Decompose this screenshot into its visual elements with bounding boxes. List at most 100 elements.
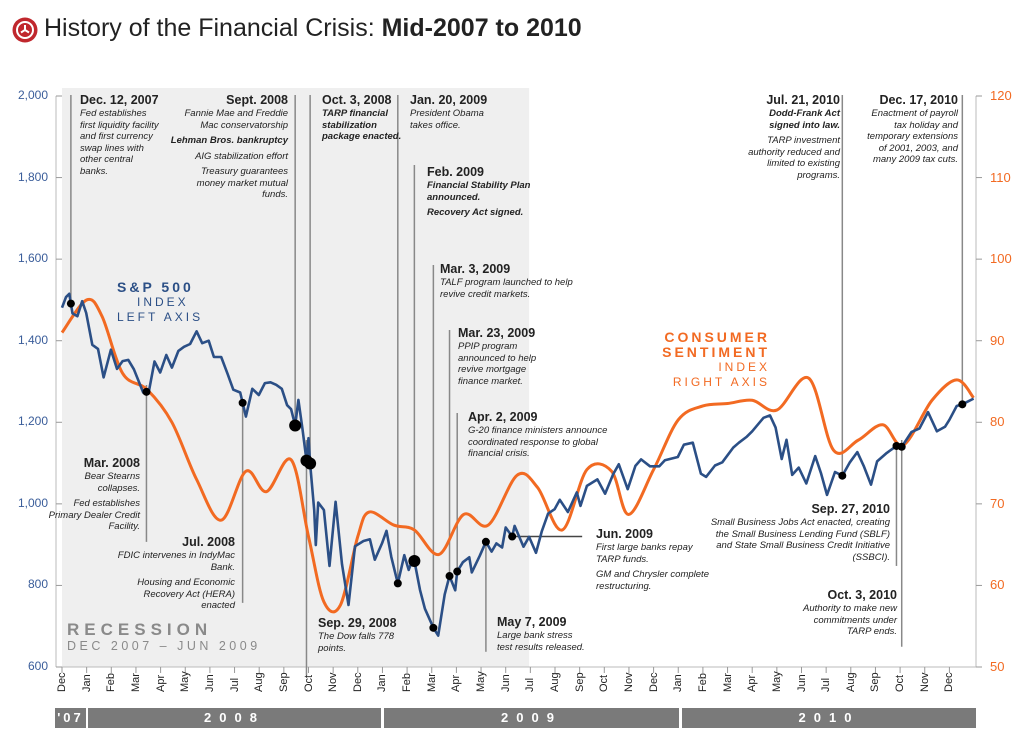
event-description: TARP investment authority reduced and li… [748, 135, 840, 181]
event-annotation: Jun. 2009 First large banks repay TARP fu… [596, 527, 716, 596]
recession-label: RECESSION DEC 2007 – JUN 2009 [67, 620, 261, 654]
event-annotation: Sep. 29, 2008 The Dow falls 778 points. [318, 616, 408, 658]
event-date: Jun. 2009 [596, 527, 653, 541]
event-marker [66, 299, 75, 308]
month-label: Jan [672, 674, 685, 692]
month-label: Mar [721, 673, 734, 692]
left-tick-label: 1,800 [17, 169, 48, 184]
page-title: History of the Financial Crisis: Mid-200… [44, 14, 582, 43]
month-label: Oct [598, 674, 611, 692]
year-label: '07 [55, 708, 86, 728]
left-tick-label: 1,000 [17, 495, 48, 510]
event-description: Fed establishes Primary Dealer Credit Fa… [48, 498, 140, 532]
month-label: Mar [425, 673, 438, 692]
left-tick-label: 1,600 [17, 251, 48, 266]
event-annotation: Sep. 27, 2010 Small Business Jobs Act ena… [700, 502, 890, 567]
month-label: Apr [450, 674, 463, 692]
event-description: Bear Stearns collapses. [84, 471, 140, 494]
event-annotation: Dec. 17, 2010 Enactment of payroll tax ho… [860, 93, 958, 170]
event-annotation: Dec. 12, 2007 Fed establishes first liqui… [80, 93, 160, 181]
month-label: Jan [376, 674, 389, 692]
event-annotation: Jul. 2008 FDIC intervenes in IndyMac Bank… [110, 535, 235, 616]
month-label: Jun [203, 674, 216, 692]
right-tick-label: 90 [990, 332, 1005, 348]
event-description: Large bank stress test results released. [497, 630, 585, 653]
sentiment-name-2: SENTIMENT [662, 344, 770, 360]
month-label: Jun [499, 674, 512, 692]
month-label: Feb [401, 673, 414, 692]
event-annotation: Sept. 2008 Fannie Mae and Freddie Mac con… [170, 93, 288, 205]
event-description: First large banks repay TARP funds. [596, 542, 693, 565]
event-annotation: Mar. 3, 2009 TALF program launched to hel… [440, 262, 580, 304]
event-date: Oct. 3, 2008 [322, 93, 392, 107]
event-marker [481, 537, 490, 546]
event-description: Lehman Bros. bankruptcy [170, 135, 288, 146]
month-label: Nov [918, 672, 931, 692]
month-label: Mar [129, 673, 142, 692]
month-label: Jul [524, 677, 537, 692]
right-tick-label: 60 [990, 577, 1005, 593]
month-label: Nov [622, 672, 635, 692]
axes [55, 95, 982, 673]
month-label: May [475, 671, 488, 692]
event-date: Sep. 29, 2008 [318, 616, 397, 630]
event-date: Dec. 12, 2007 [80, 93, 159, 107]
left-tick-label: 600 [27, 659, 48, 673]
month-label: Sep [277, 672, 290, 692]
event-annotation: Mar. 2008 Bear Stearns collapses. Fed esta… [40, 456, 140, 537]
event-description: TALF program launched to help revive cre… [440, 277, 573, 300]
month-label: Feb [696, 673, 709, 692]
event-date: May 7, 2009 [497, 615, 567, 629]
month-label: Jul [228, 677, 241, 692]
month-label: Apr [746, 674, 759, 692]
event-description: Small Business Jobs Act enacted, creatin… [710, 517, 890, 563]
event-marker [142, 387, 151, 396]
event-marker [429, 623, 438, 632]
recession-range: DEC 2007 – JUN 2009 [67, 639, 261, 653]
event-marker [393, 579, 402, 588]
right-tick-label: 120 [990, 88, 1012, 103]
event-marker [304, 457, 317, 470]
event-description: PPIP program announced to help revive mo… [458, 341, 537, 387]
right-tick-label: 100 [990, 251, 1012, 267]
event-date: Sept. 2008 [226, 93, 288, 107]
event-annotation: Jul. 21, 2010 Dodd-Frank Act signed into … [740, 93, 840, 185]
event-date: Mar. 23, 2009 [458, 326, 536, 340]
right-tick-label: 110 [990, 169, 1011, 185]
event-date: Jul. 21, 2010 [766, 93, 840, 107]
year-label: 2009 [384, 708, 679, 728]
clock-icon [12, 17, 38, 43]
event-description: Recovery Act signed. [427, 207, 524, 218]
sp500-axis-label: LEFT AXIS [117, 310, 204, 324]
month-label: Aug [253, 672, 266, 692]
event-annotation: Oct. 3, 2010 Authority to make new commit… [790, 588, 897, 642]
consumer-sentiment-line [60, 297, 975, 614]
event-description: FDIC intervenes in IndyMac Bank. [117, 550, 235, 573]
event-lines [70, 95, 964, 676]
event-description: G-20 finance ministers announce coordina… [468, 425, 608, 459]
sp500-index-label: INDEX [137, 295, 189, 309]
event-marker [238, 398, 247, 407]
event-marker [508, 532, 517, 541]
event-annotation: Jan. 20, 2009 President Obama takes offic… [410, 93, 505, 135]
event-markers [66, 299, 967, 632]
month-label: Jun [795, 674, 808, 692]
event-description: GM and Chrysler complete restructuring. [596, 569, 709, 592]
month-label: Jul [820, 677, 833, 692]
right-tick-label: 80 [990, 414, 1005, 430]
month-label: May [179, 671, 192, 692]
left-tick-label: 1,200 [17, 414, 48, 429]
recession-title: RECESSION [67, 620, 213, 639]
event-date: Jan. 20, 2009 [410, 93, 488, 107]
month-label: Aug [549, 672, 561, 692]
title-bold: Mid-2007 to 2010 [381, 14, 582, 42]
event-date: Mar. 2008 [83, 456, 140, 470]
month-label: Jan [80, 674, 93, 692]
event-marker [453, 567, 462, 576]
event-date: Jul. 2008 [182, 535, 235, 549]
event-date: Feb. 2009 [427, 165, 484, 179]
event-description: Housing and Economic Recovery Act (HERA)… [137, 577, 235, 611]
year-label: 2010 [682, 708, 976, 728]
month-label: Aug [844, 672, 857, 692]
